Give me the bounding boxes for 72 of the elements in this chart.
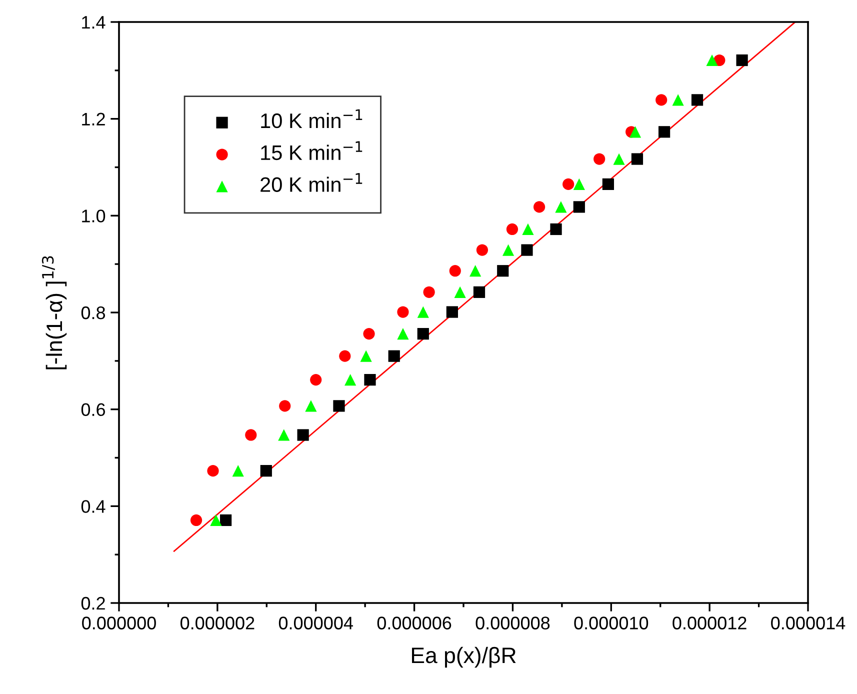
point [594,153,606,165]
point [344,374,356,386]
x-tick-label: 0.000002 [180,616,254,630]
point [672,94,684,106]
x-tick-label: 0.000008 [476,616,550,630]
x-tick-label: 0.000000 [82,616,156,630]
point [521,244,533,256]
point [658,126,670,138]
point [573,178,585,190]
y-tick-label: 0.6 [81,403,106,416]
x-tick-label: 0.000012 [672,616,746,630]
point [573,201,585,213]
point [364,374,376,386]
point [363,328,375,340]
point [562,178,574,190]
point [190,514,202,526]
point [706,54,718,66]
point [555,201,567,213]
point [631,153,644,165]
point [220,514,232,526]
y-tick-label: 0.8 [81,306,106,320]
point [497,265,509,277]
point [473,286,486,298]
legend-label: 10 K min$^{−1}$ [261,109,362,128]
x-axis-title: Ea p(x)/βR [412,646,516,668]
point [423,286,435,298]
point [417,306,429,318]
point [417,328,429,340]
point [506,223,518,236]
point [388,350,400,362]
point [476,244,488,256]
point [339,350,351,362]
point [310,374,322,386]
x-tick-label: 0.000014 [771,616,846,630]
point [245,429,257,441]
point [533,201,546,213]
point [278,429,290,441]
point [397,306,409,318]
point [550,223,562,236]
point [333,400,345,412]
y-tick-label: 1.4 [82,16,106,29]
point [297,429,309,441]
point [656,94,668,106]
y-tick-label: 1.0 [82,210,106,222]
point [260,465,272,477]
point [360,350,372,362]
point [454,286,466,298]
point [397,328,409,340]
point [613,153,625,165]
point [522,223,534,236]
y-axis-title: [-ln(1-α) ]$^{1/3}$ [42,256,67,370]
x-tick-label: 0.000004 [278,616,353,630]
point [470,265,482,277]
legend-label: 20 K min$^{−1}$ [260,173,362,192]
point [602,178,614,190]
point [691,94,704,106]
point [305,400,317,412]
point [446,306,458,318]
point [232,465,244,477]
y-tick-label: 1.2 [82,112,105,126]
legend-label: 15 K min$^{−1}$ [261,141,362,160]
point [449,265,461,277]
point [502,244,514,256]
point [279,400,291,412]
y-tick-label: 0.4 [81,500,106,513]
point [207,465,219,477]
x-tick-label: 0.000010 [574,616,648,630]
point [736,54,748,66]
point [210,514,222,526]
point [629,126,642,138]
y-tick-label: 0.2 [81,596,105,610]
x-tick-label: 0.000006 [377,616,452,630]
